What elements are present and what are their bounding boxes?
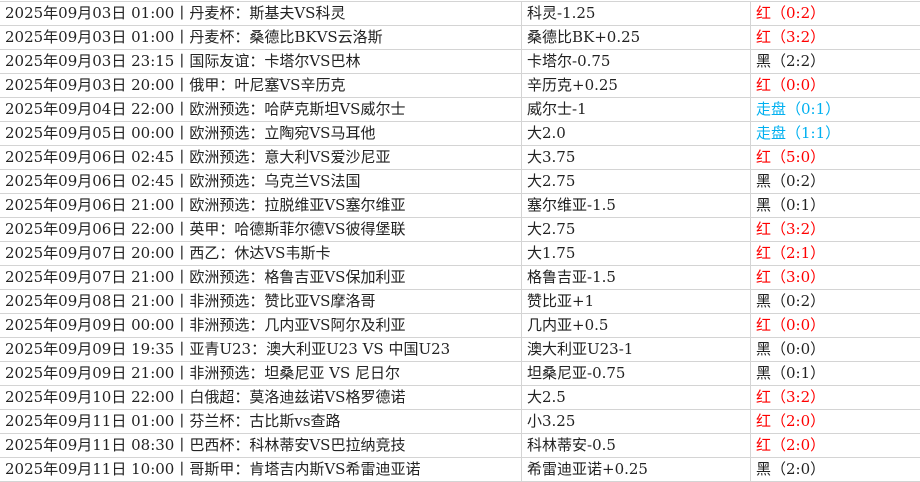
result-cell[interactable]: 红（3:2）	[751, 218, 920, 242]
match-cell[interactable]: 2025年09月09日 19:35丨亚青U23：澳大利亚U23 VS 中国U23	[0, 338, 522, 362]
result-cell[interactable]: 红（2:1）	[751, 242, 920, 266]
table-row: 2025年09月03日 01:00丨丹麦杯：桑德比BKVS云洛斯桑德比BK+0.…	[0, 26, 920, 50]
match-cell[interactable]: 2025年09月06日 02:45丨欧洲预选：乌克兰VS法国	[0, 170, 522, 194]
result-cell[interactable]: 黑（0:1）	[751, 194, 920, 218]
pick-cell[interactable]: 科灵-1.25	[522, 2, 751, 26]
pick-cell[interactable]: 大2.75	[522, 218, 751, 242]
match-cell[interactable]: 2025年09月09日 00:00丨非洲预选：几内亚VS阿尔及利亚	[0, 314, 522, 338]
result-cell[interactable]: 黑（0:2）	[751, 290, 920, 314]
pick-cell[interactable]: 坦桑尼亚-0.75	[522, 362, 751, 386]
match-cell[interactable]: 2025年09月07日 20:00丨西乙：休达VS韦斯卡	[0, 242, 522, 266]
pick-cell[interactable]: 桑德比BK+0.25	[522, 26, 751, 50]
pick-cell[interactable]: 澳大利亚U23-1	[522, 338, 751, 362]
match-cell[interactable]: 2025年09月03日 23:15丨国际友谊：卡塔尔VS巴林	[0, 50, 522, 74]
pick-cell[interactable]: 大2.75	[522, 170, 751, 194]
table-row: 2025年09月09日 00:00丨非洲预选：几内亚VS阿尔及利亚几内亚+0.5…	[0, 314, 920, 338]
match-cell[interactable]: 2025年09月05日 00:00丨欧洲预选：立陶宛VS马耳他	[0, 122, 522, 146]
result-cell[interactable]: 红（0:0）	[751, 74, 920, 98]
match-cell[interactable]: 2025年09月03日 01:00丨丹麦杯：斯基夫VS科灵	[0, 2, 522, 26]
result-cell[interactable]: 红（3:2）	[751, 386, 920, 410]
result-cell[interactable]: 红（2:0）	[751, 434, 920, 458]
pick-cell[interactable]: 辛历克+0.25	[522, 74, 751, 98]
result-cell[interactable]: 黑（0:0）	[751, 338, 920, 362]
result-cell[interactable]: 红（2:0）	[751, 410, 920, 434]
match-cell[interactable]: 2025年09月11日 08:30丨巴西杯：科林蒂安VS巴拉纳竞技	[0, 434, 522, 458]
result-cell[interactable]: 红（3:2）	[751, 26, 920, 50]
result-cell[interactable]: 黑（0:1）	[751, 362, 920, 386]
result-cell[interactable]: 红（5:0）	[751, 146, 920, 170]
pick-cell[interactable]: 塞尔维亚-1.5	[522, 194, 751, 218]
result-cell[interactable]: 黑（2:2）	[751, 50, 920, 74]
match-cell[interactable]: 2025年09月03日 01:00丨丹麦杯：桑德比BKVS云洛斯	[0, 26, 522, 50]
result-cell[interactable]: 走盘（1:1）	[751, 122, 920, 146]
pick-cell[interactable]: 大2.5	[522, 386, 751, 410]
table-row: 2025年09月07日 21:00丨欧洲预选：格鲁吉亚VS保加利亚格鲁吉亚-1.…	[0, 266, 920, 290]
table-row: 2025年09月09日 19:35丨亚青U23：澳大利亚U23 VS 中国U23…	[0, 338, 920, 362]
match-cell[interactable]: 2025年09月04日 22:00丨欧洲预选：哈萨克斯坦VS威尔士	[0, 98, 522, 122]
pick-cell[interactable]: 希雷迪亚诺+0.25	[522, 458, 751, 482]
table-row: 2025年09月11日 08:30丨巴西杯：科林蒂安VS巴拉纳竞技科林蒂安-0.…	[0, 434, 920, 458]
match-cell[interactable]: 2025年09月09日 21:00丨非洲预选：坦桑尼亚 VS 尼日尔	[0, 362, 522, 386]
match-cell[interactable]: 2025年09月06日 21:00丨欧洲预选：拉脱维亚VS塞尔维亚	[0, 194, 522, 218]
pick-cell[interactable]: 威尔士-1	[522, 98, 751, 122]
result-cell[interactable]: 红（0:0）	[751, 314, 920, 338]
table-row: 2025年09月11日 10:00丨哥斯甲：肯塔吉内斯VS希雷迪亚诺希雷迪亚诺+…	[0, 458, 920, 482]
pick-cell[interactable]: 小3.25	[522, 410, 751, 434]
match-cell[interactable]: 2025年09月07日 21:00丨欧洲预选：格鲁吉亚VS保加利亚	[0, 266, 522, 290]
match-cell[interactable]: 2025年09月08日 21:00丨非洲预选：赞比亚VS摩洛哥	[0, 290, 522, 314]
match-cell[interactable]: 2025年09月03日 20:00丨俄甲：叶尼塞VS辛历克	[0, 74, 522, 98]
result-cell[interactable]: 黑（0:2）	[751, 170, 920, 194]
pick-cell[interactable]: 赞比亚+1	[522, 290, 751, 314]
table-row: 2025年09月06日 21:00丨欧洲预选：拉脱维亚VS塞尔维亚塞尔维亚-1.…	[0, 194, 920, 218]
result-cell[interactable]: 黑（2:0）	[751, 458, 920, 482]
pick-cell[interactable]: 大3.75	[522, 146, 751, 170]
match-cell[interactable]: 2025年09月06日 22:00丨英甲：哈德斯菲尔德VS彼得堡联	[0, 218, 522, 242]
match-cell[interactable]: 2025年09月06日 02:45丨欧洲预选：意大利VS爱沙尼亚	[0, 146, 522, 170]
pick-cell[interactable]: 大1.75	[522, 242, 751, 266]
pick-cell[interactable]: 格鲁吉亚-1.5	[522, 266, 751, 290]
result-cell[interactable]: 走盘（0:1）	[751, 98, 920, 122]
match-cell[interactable]: 2025年09月11日 10:00丨哥斯甲：肯塔吉内斯VS希雷迪亚诺	[0, 458, 522, 482]
result-cell[interactable]: 红（0:2）	[751, 2, 920, 26]
table-row: 2025年09月09日 21:00丨非洲预选：坦桑尼亚 VS 尼日尔坦桑尼亚-0…	[0, 362, 920, 386]
pick-cell[interactable]: 几内亚+0.5	[522, 314, 751, 338]
pick-cell[interactable]: 大2.0	[522, 122, 751, 146]
pick-cell[interactable]: 卡塔尔-0.75	[522, 50, 751, 74]
match-cell[interactable]: 2025年09月10日 22:00丨白俄超：莫洛迪兹诺VS格罗德诺	[0, 386, 522, 410]
result-cell[interactable]: 红（3:0）	[751, 266, 920, 290]
pick-cell[interactable]: 科林蒂安-0.5	[522, 434, 751, 458]
match-cell[interactable]: 2025年09月11日 01:00丨芬兰杯：古比斯vs查路	[0, 410, 522, 434]
